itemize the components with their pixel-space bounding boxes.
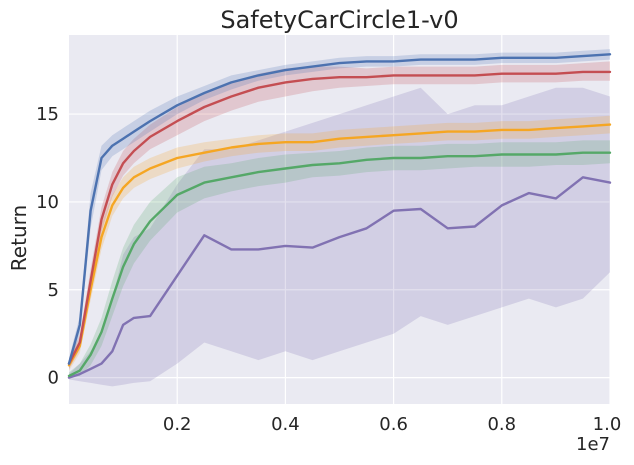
y-tick-label: 0	[48, 368, 59, 389]
y-axis-label: Return	[7, 205, 31, 271]
x-tick-label: 0.6	[379, 414, 408, 435]
y-tick-label: 10	[36, 192, 59, 213]
x-tick-label: 0.2	[163, 414, 192, 435]
x-axis-offset-label: 1e7	[576, 434, 610, 455]
chart-title: SafetyCarCircle1-v0	[220, 6, 458, 34]
grid	[69, 35, 611, 404]
series-lines	[67, 53, 612, 379]
series-line-blue	[67, 53, 612, 365]
band-green	[69, 140, 610, 378]
tick-labels: 0.2 0.4 0.6 0.8 1.0 0 5 10 15	[36, 104, 621, 435]
x-tick-label: 0.4	[271, 414, 300, 435]
y-tick-label: 5	[48, 280, 59, 301]
series-line-green	[67, 151, 612, 378]
y-tick-label: 15	[36, 104, 59, 125]
plot-background	[69, 35, 610, 404]
x-tick-label: 0.8	[487, 414, 516, 435]
series-line-orange	[67, 123, 612, 367]
x-tick-label: 1.0	[593, 414, 622, 435]
series-line-red	[67, 70, 612, 365]
series-line-purple	[67, 176, 612, 379]
